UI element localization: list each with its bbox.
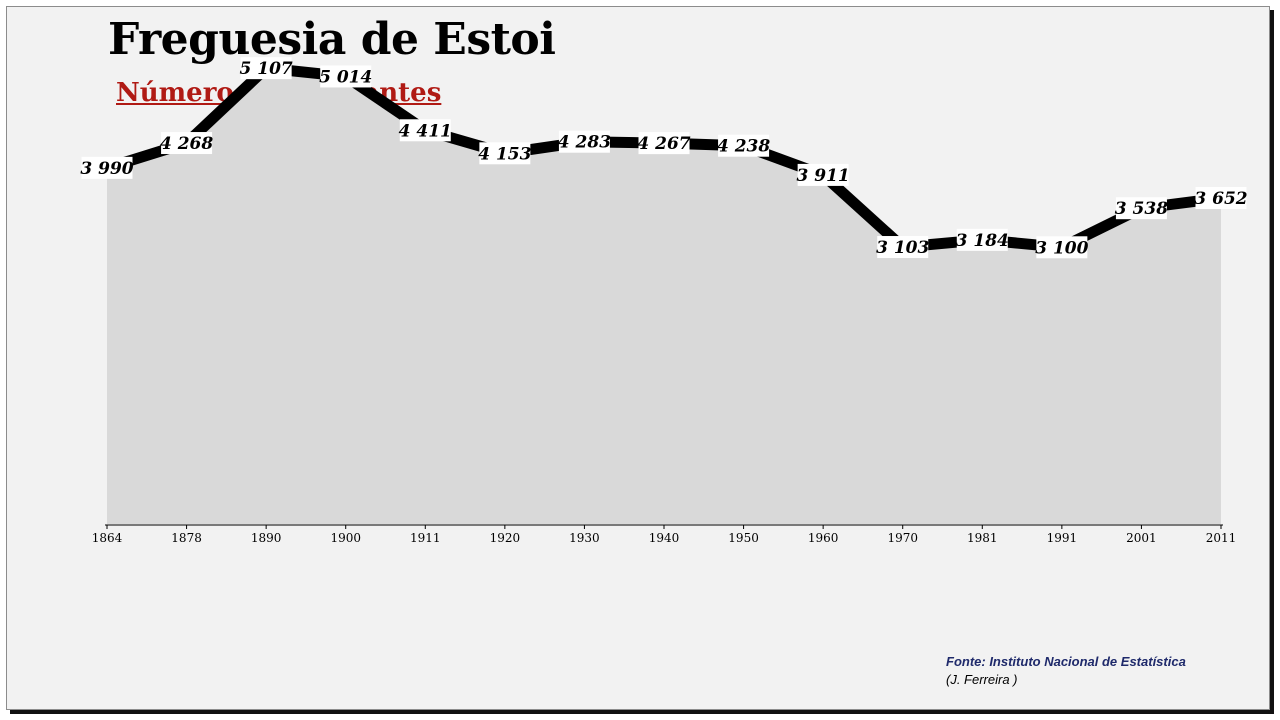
data-label-bg — [240, 57, 292, 80]
author-note: (J. Ferreira ) — [946, 672, 1018, 687]
data-label-bg — [877, 236, 929, 259]
data-label: 3 911 — [797, 166, 850, 186]
line-segment — [819, 170, 907, 252]
x-tick-label: 1981 — [967, 531, 998, 545]
x-tick-label: 2011 — [1206, 531, 1237, 545]
chart-title: Freguesia de Estoi — [108, 14, 556, 65]
x-tick-label: 1920 — [490, 531, 521, 545]
data-label: 3 990 — [80, 159, 133, 179]
data-label: 3 103 — [876, 238, 929, 258]
data-label: 4 411 — [399, 121, 452, 141]
data-label: 4 283 — [558, 133, 611, 153]
x-tick-label: 1864 — [92, 531, 123, 545]
data-label-bg — [399, 119, 451, 142]
data-label-bg — [320, 65, 372, 88]
x-tick-label: 1890 — [251, 531, 282, 545]
x-tick-label: 1970 — [887, 531, 918, 545]
x-tick-label: 1950 — [728, 531, 759, 545]
data-label-bg — [81, 156, 133, 179]
data-label: 4 267 — [637, 134, 690, 154]
area-fill — [107, 68, 1221, 525]
data-label-bg — [479, 142, 531, 165]
data-label-bg — [718, 134, 770, 157]
source-note: Fonte: Instituto Nacional de Estatística — [946, 654, 1186, 669]
data-label: 5 107 — [240, 59, 293, 79]
line-segment — [182, 64, 270, 148]
x-tick-label: 1911 — [410, 531, 441, 545]
data-label: 4 153 — [478, 144, 531, 164]
data-label: 4 238 — [717, 137, 770, 157]
x-tick-label: 1940 — [649, 531, 680, 545]
x-tick-label: 1960 — [808, 531, 839, 545]
data-label: 3 100 — [1035, 238, 1088, 258]
data-label-bg — [638, 132, 690, 155]
data-label: 5 014 — [319, 67, 372, 87]
data-label: 4 268 — [160, 134, 213, 154]
x-tick-label: 1930 — [569, 531, 600, 545]
data-label-bg — [1036, 236, 1088, 259]
data-label-bg — [1195, 187, 1247, 210]
data-label: 3 652 — [1194, 189, 1247, 209]
data-label-bg — [797, 163, 849, 186]
data-label-bg — [956, 228, 1008, 251]
data-label-bg — [161, 132, 213, 155]
x-tick-label: 2001 — [1126, 531, 1157, 545]
x-tick-label: 1991 — [1047, 531, 1078, 545]
data-label: 3 538 — [1115, 199, 1168, 219]
x-tick-label: 1878 — [171, 531, 202, 545]
data-label: 3 184 — [956, 231, 1009, 251]
x-tick-label: 1900 — [330, 531, 361, 545]
data-label-bg — [1115, 197, 1167, 220]
data-label-bg — [558, 130, 610, 153]
